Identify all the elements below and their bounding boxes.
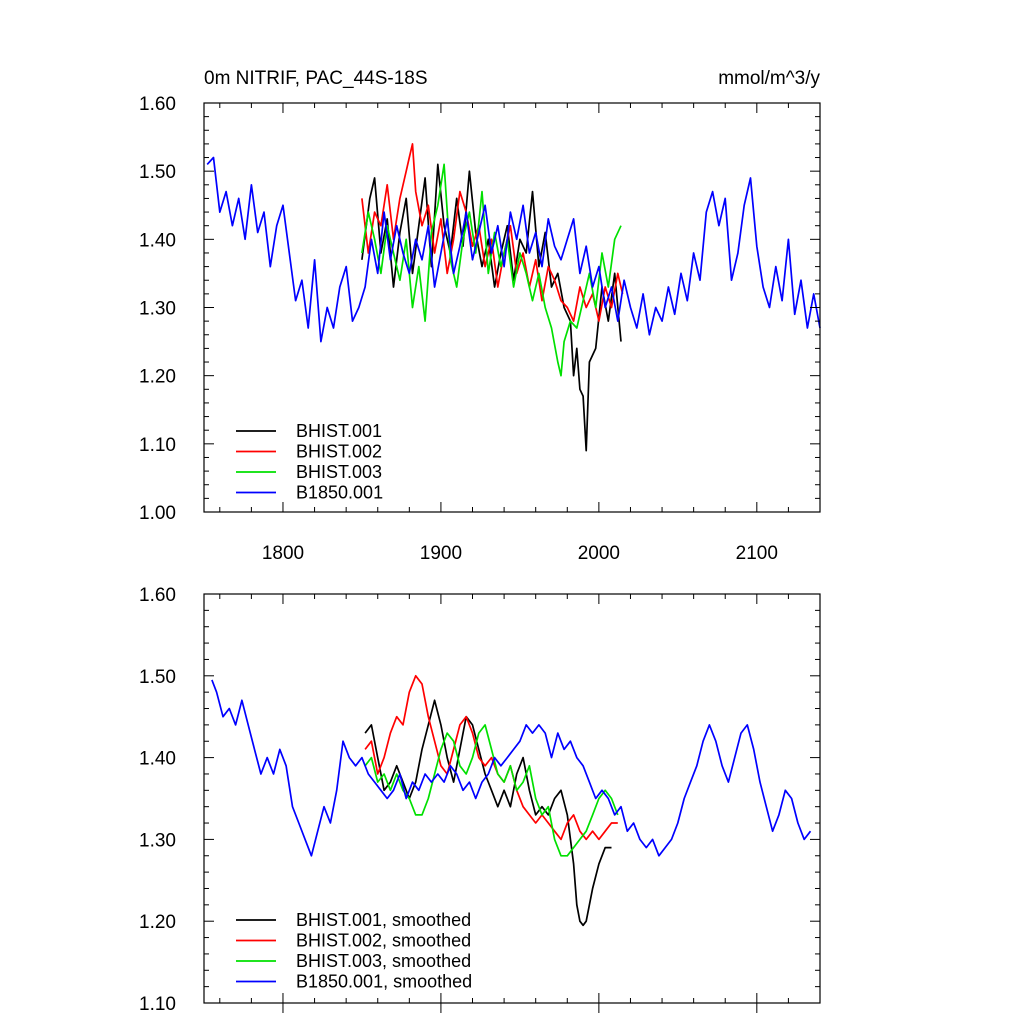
legend-label: B1850.001 xyxy=(296,483,383,503)
x-tick-label: 1800 xyxy=(262,543,304,564)
series-line-bhist-003 xyxy=(361,163,622,377)
series-line-bhist-002 xyxy=(364,674,618,841)
y-tick-label: 1.60 xyxy=(139,585,176,606)
y-tick-label: 1.10 xyxy=(139,435,176,456)
y-tick-label: 1.60 xyxy=(139,94,176,115)
y-tick-label: 1.30 xyxy=(139,299,176,320)
series-line-bhist-002 xyxy=(361,143,624,322)
series-line-b1850-001 xyxy=(206,156,821,343)
legend-label: B1850.001, smoothed xyxy=(296,972,472,992)
legend-label: BHIST.003 xyxy=(296,462,382,482)
legend-label: BHIST.002, smoothed xyxy=(296,931,471,951)
x-tick-label: 2000 xyxy=(578,543,620,564)
y-tick-label: 1.20 xyxy=(139,367,176,388)
y-tick-label: 1.50 xyxy=(139,162,176,183)
units-label: mmol/m^3/y xyxy=(718,68,820,89)
y-tick-label: 1.20 xyxy=(139,912,176,933)
legend-label: BHIST.001, smoothed xyxy=(296,910,471,930)
y-tick-label: 1.00 xyxy=(139,503,176,524)
chart-title: 0m NITRIF, PAC_44S-18S xyxy=(204,68,428,89)
y-tick-label: 1.30 xyxy=(139,830,176,851)
x-tick-label: 2100 xyxy=(736,543,778,564)
legend-label: BHIST.003, smoothed xyxy=(296,951,471,971)
y-tick-label: 1.40 xyxy=(139,230,176,251)
y-tick-label: 1.10 xyxy=(139,994,176,1015)
series-line-b1850-001 xyxy=(211,679,812,857)
x-tick-label: 1900 xyxy=(420,543,462,564)
legend-label: BHIST.002 xyxy=(296,442,382,462)
y-tick-label: 1.50 xyxy=(139,667,176,688)
top-panel: 1.00 1.10 1.20 1.30 1.40 1.50 1.60 1800 1900 2000… xyxy=(139,94,821,564)
bottom-panel: 1.10 1.20 1.30 1.40 1.50 1.60 BHIST.001, smoot… xyxy=(139,585,821,1015)
legend-label: BHIST.001 xyxy=(296,421,382,441)
plot-frame xyxy=(203,593,821,1004)
y-tick-label: 1.40 xyxy=(139,749,176,770)
series-line-bhist-001 xyxy=(361,163,622,452)
